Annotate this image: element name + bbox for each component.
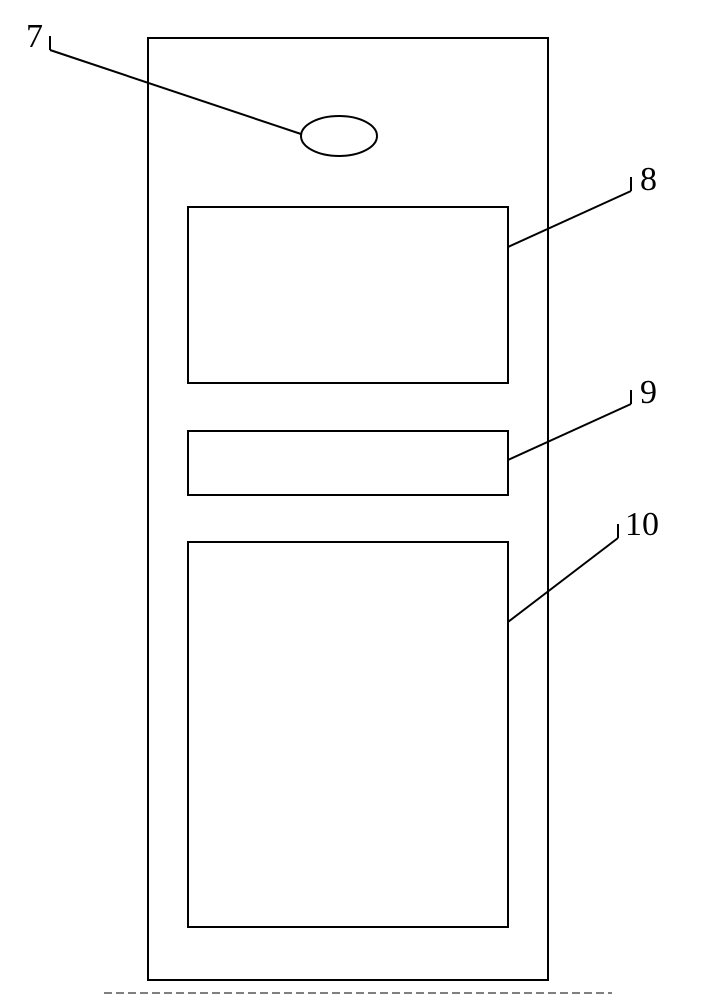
ellipse-7 [301,116,377,156]
panel-9 [188,431,508,495]
label-7-text: 7 [26,18,43,55]
label-10-text: 10 [625,506,659,543]
outer-rect [148,38,548,980]
label-8-text: 8 [640,161,657,198]
label-10-group: 10 [508,506,659,622]
label-10-leader [508,538,618,622]
label-9-group: 9 [508,374,657,460]
panel-10 [188,542,508,927]
label-8-leader [508,191,631,247]
label-8-group: 8 [508,161,657,247]
label-9-text: 9 [640,374,657,411]
panel-8 [188,207,508,383]
label-7-group: 7 [26,18,301,134]
label-9-leader [508,404,631,460]
label-7-leader [50,50,301,134]
diagram-canvas: 7 8 9 10 [0,0,712,1000]
